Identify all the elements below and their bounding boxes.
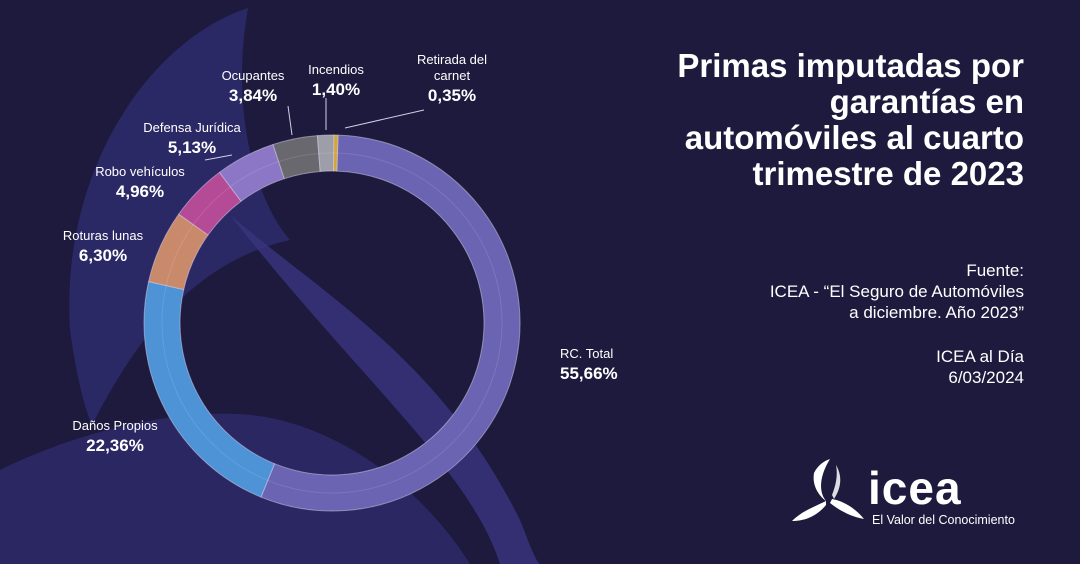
icea-logo: icea El Valor del Conocimiento (790, 455, 1050, 535)
category-label-5: Defensa Jurídica (143, 120, 241, 135)
value-label-1: 55,66% (560, 364, 618, 383)
value-label-6: 3,84% (229, 86, 277, 105)
icea-logo-icon (792, 459, 864, 521)
leader-line-6 (287, 105, 293, 136)
category-label-7: Incendios (308, 62, 364, 77)
page-title: Primas imputadas por garantías en automó… (604, 48, 1024, 192)
value-label-8: 0,35% (428, 86, 476, 105)
publication-name: ICEA al Día (936, 347, 1024, 366)
donut-slice-1 (260, 134, 521, 512)
donut-inner-ring (161, 152, 503, 494)
value-label-5: 5,13% (168, 138, 216, 157)
category-label-8-line-1: Retirada del (417, 52, 487, 67)
category-label-1: RC. Total (560, 346, 613, 361)
source-block: Fuente: ICEA - “El Seguro de Automóviles… (664, 260, 1024, 323)
logo-wordmark: icea (868, 462, 962, 514)
decor-swoosh-mid (230, 215, 540, 564)
leader-line-8 (344, 109, 425, 129)
category-label-6: Ocupantes (222, 68, 285, 83)
donut-slice-8 (333, 134, 339, 172)
value-label-7: 1,40% (312, 80, 360, 99)
source-label: Fuente: (966, 261, 1024, 280)
logo-tagline: El Valor del Conocimiento (872, 513, 1015, 527)
donut-slice-2 (143, 281, 276, 498)
value-label-2: 22,36% (86, 436, 144, 455)
leader-line-5 (204, 154, 233, 161)
publication-date: 6/03/2024 (948, 368, 1024, 387)
publication-block: ICEA al Día 6/03/2024 (724, 346, 1024, 388)
title-line-4: trimestre de 2023 (752, 155, 1025, 192)
category-label-8-line-2: carnet (434, 68, 471, 83)
source-line-1: ICEA - “El Seguro de Automóviles (769, 282, 1024, 301)
title-line-2: garantías en (829, 83, 1024, 120)
title-line-1: Primas imputadas por (677, 47, 1024, 84)
category-label-2: Daños Propios (72, 418, 158, 433)
value-label-4: 4,96% (116, 182, 164, 201)
category-label-4: Robo vehículos (95, 164, 185, 179)
decor-swoosh-lower (0, 413, 470, 564)
source-line-2: a diciembre. Año 2023” (849, 303, 1024, 322)
value-label-3: 6,30% (79, 246, 127, 265)
title-line-3: automóviles al cuarto (684, 119, 1024, 156)
category-label-3: Roturas lunas (63, 228, 144, 243)
